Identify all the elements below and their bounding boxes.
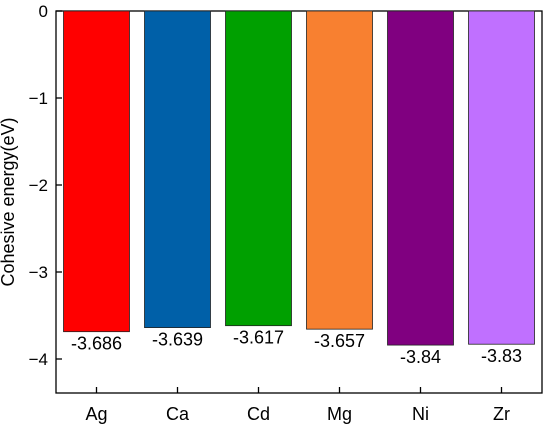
y-tick-label: −2: [29, 176, 48, 195]
y-tick-label: 0: [39, 2, 48, 21]
data-label-ag: -3.686: [71, 334, 122, 354]
data-labels: -3.686 -3.639 -3.617 -3.657 -3.84 -3.83: [71, 328, 522, 367]
y-tick-label: −1: [29, 89, 48, 108]
plot-frame: [55, 10, 543, 394]
y-axis-ticks: 0 −1 −2 −3 −4: [29, 2, 62, 369]
x-tick-label-cd: Cd: [247, 404, 270, 424]
bar-cd: [225, 10, 292, 327]
bar-mg: [306, 10, 373, 330]
x-tick-label-zr: Zr: [493, 404, 510, 424]
data-label-zr: -3.83: [481, 346, 522, 366]
x-tick-label-ag: Ag: [85, 404, 107, 424]
data-label-mg: -3.657: [314, 331, 365, 351]
bar-ag: [63, 10, 130, 333]
x-tick-label-ca: Ca: [166, 404, 190, 424]
x-tick-labels: Ag Ca Cd Mg Ni Zr: [85, 387, 510, 424]
bar-ca: [144, 10, 211, 328]
x-tick-label-mg: Mg: [327, 404, 352, 424]
data-label-cd: -3.617: [233, 328, 284, 348]
y-tick-label: −3: [29, 263, 48, 282]
y-tick-label: −4: [29, 350, 48, 369]
x-tick-label-ni: Ni: [412, 404, 429, 424]
bars: [63, 10, 535, 346]
bar-zr: [468, 10, 535, 345]
y-axis-label: Cohesive energy(eV): [0, 117, 18, 286]
data-label-ni: -3.84: [400, 347, 441, 367]
bar-ni: [387, 10, 454, 346]
data-label-ca: -3.639: [152, 330, 203, 350]
